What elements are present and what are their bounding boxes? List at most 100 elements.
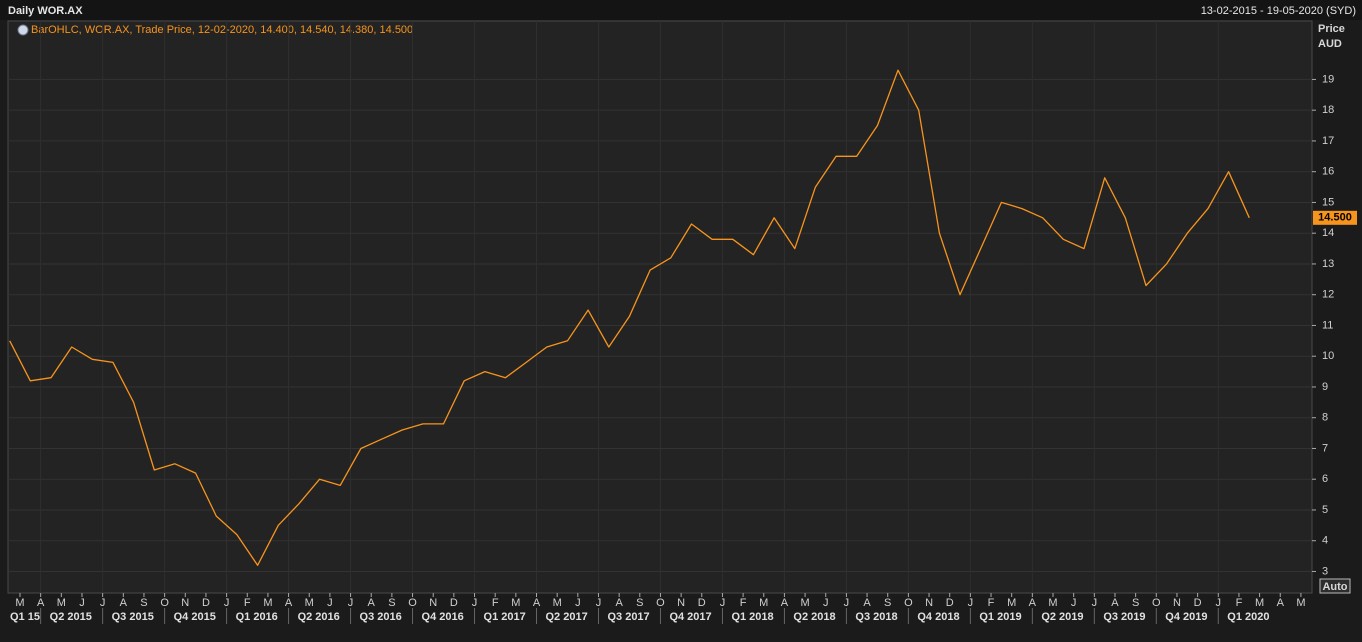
quarter-label: Q1 15 bbox=[10, 611, 40, 623]
x-tick-label: M bbox=[15, 597, 24, 609]
x-tick-label: J bbox=[1071, 597, 1077, 609]
x-tick-label: M bbox=[1048, 597, 1057, 609]
x-tick-label: M bbox=[305, 597, 314, 609]
x-tick-label: S bbox=[884, 597, 891, 609]
x-tick-label: J bbox=[327, 597, 333, 609]
x-tick-label: M bbox=[511, 597, 520, 609]
quarter-label: Q1 2017 bbox=[484, 611, 526, 623]
x-tick-label: S bbox=[636, 597, 643, 609]
y-tick-label: 5 bbox=[1322, 504, 1328, 516]
y-tick-label: 8 bbox=[1322, 412, 1328, 424]
y-tick-label: 17 bbox=[1322, 135, 1334, 147]
y-tick-label: 3 bbox=[1322, 565, 1328, 577]
x-tick-label: O bbox=[656, 597, 665, 609]
legend-text: BarOHLC, WOR.AX, Trade Price, 12-02-2020… bbox=[31, 24, 413, 36]
y-tick-label: 9 bbox=[1322, 381, 1328, 393]
y-tick-label: 15 bbox=[1322, 196, 1334, 208]
y-tick-label: 6 bbox=[1322, 473, 1328, 485]
x-tick-label: O bbox=[408, 597, 417, 609]
x-tick-label: A bbox=[368, 597, 376, 609]
last-price-tag bbox=[1313, 210, 1357, 225]
x-tick-label: N bbox=[181, 597, 189, 609]
x-tick-label: M bbox=[553, 597, 562, 609]
quarter-label: Q2 2018 bbox=[793, 611, 835, 623]
auto-label: Auto bbox=[1322, 581, 1347, 593]
x-tick-label: A bbox=[1111, 597, 1119, 609]
x-tick-label: D bbox=[450, 597, 458, 609]
x-tick-label: J bbox=[1092, 597, 1098, 609]
x-tick-label: O bbox=[1152, 597, 1161, 609]
x-tick-label: F bbox=[988, 597, 995, 609]
marks: 14.500 bbox=[9, 69, 1357, 566]
x-tick-label: D bbox=[202, 597, 210, 609]
x-tick-label: M bbox=[1007, 597, 1016, 609]
quarter-label: Q4 2019 bbox=[1165, 611, 1207, 623]
x-tick-label: M bbox=[800, 597, 809, 609]
x-tick-label: D bbox=[698, 597, 706, 609]
quarter-label: Q4 2015 bbox=[174, 611, 216, 623]
x-tick-label: F bbox=[1236, 597, 1243, 609]
x-tick-label: S bbox=[388, 597, 395, 609]
y-tick-label: 7 bbox=[1322, 442, 1328, 454]
x-tick-label: A bbox=[1277, 597, 1285, 609]
x-tick-label: J bbox=[348, 597, 354, 609]
quarter-label: Q2 2017 bbox=[546, 611, 588, 623]
x-tick-label: O bbox=[160, 597, 169, 609]
x-tick-label: N bbox=[677, 597, 685, 609]
x-tick-label: A bbox=[533, 597, 541, 609]
y-tick-label: 19 bbox=[1322, 73, 1334, 85]
x-tick-label: J bbox=[79, 597, 85, 609]
quarter-label: Q4 2018 bbox=[917, 611, 959, 623]
quarter-label: Q3 2017 bbox=[607, 611, 649, 623]
quarter-label: Q2 2015 bbox=[50, 611, 92, 623]
quarter-label: Q1 2020 bbox=[1227, 611, 1269, 623]
quarter-label: Q2 2019 bbox=[1041, 611, 1083, 623]
quarter-label: Q3 2018 bbox=[855, 611, 897, 623]
price-line bbox=[9, 69, 1250, 566]
y-axis-label: Price bbox=[1318, 23, 1345, 35]
x-tick-label: J bbox=[720, 597, 726, 609]
x-tick-label: D bbox=[1194, 597, 1202, 609]
x-tick-label: M bbox=[1255, 597, 1264, 609]
x-tick-label: A bbox=[120, 597, 128, 609]
quarter-label: Q1 2018 bbox=[731, 611, 773, 623]
x-tick-label: N bbox=[429, 597, 437, 609]
y-tick-label: 12 bbox=[1322, 289, 1334, 301]
x-tick-label: J bbox=[575, 597, 581, 609]
y-axis-unit: AUD bbox=[1318, 38, 1342, 50]
header-bar bbox=[0, 0, 1362, 20]
x-tick-label: J bbox=[596, 597, 602, 609]
x-tick-label: A bbox=[781, 597, 789, 609]
x-tick-label: J bbox=[1216, 597, 1222, 609]
x-tick-label: A bbox=[863, 597, 871, 609]
y-tick-label: 11 bbox=[1322, 319, 1333, 331]
quarter-label: Q3 2015 bbox=[112, 611, 154, 623]
chart-title: Daily WOR.AX bbox=[8, 5, 83, 17]
x-tick-label: O bbox=[904, 597, 913, 609]
x-tick-label: D bbox=[946, 597, 954, 609]
x-tick-label: F bbox=[244, 597, 251, 609]
x-tick-label: N bbox=[925, 597, 933, 609]
y-tick-label: 10 bbox=[1322, 350, 1334, 362]
quarter-label: Q4 2017 bbox=[669, 611, 711, 623]
x-tick-label: M bbox=[759, 597, 768, 609]
y-tick-label: 13 bbox=[1322, 258, 1334, 270]
x-tick-label: M bbox=[1296, 597, 1305, 609]
quarter-label: Q1 2019 bbox=[979, 611, 1021, 623]
quarter-label: Q2 2016 bbox=[298, 611, 340, 623]
y-tick-label: 16 bbox=[1322, 166, 1334, 178]
x-tick-label: J bbox=[224, 597, 230, 609]
y-tick-label: 14 bbox=[1322, 227, 1334, 239]
y-tick-label: 4 bbox=[1322, 535, 1328, 547]
x-tick-label: F bbox=[740, 597, 747, 609]
x-tick-label: J bbox=[100, 597, 106, 609]
legend-icon[interactable] bbox=[17, 24, 29, 36]
y-tick-label: 18 bbox=[1322, 104, 1334, 116]
x-tick-label: J bbox=[472, 597, 478, 609]
auto-button[interactable] bbox=[1319, 578, 1351, 594]
date-range: 13-02-2015 - 19-05-2020 (SYD) bbox=[1201, 5, 1356, 17]
quarter-label: Q3 2016 bbox=[360, 611, 402, 623]
x-tick-label: J bbox=[968, 597, 974, 609]
